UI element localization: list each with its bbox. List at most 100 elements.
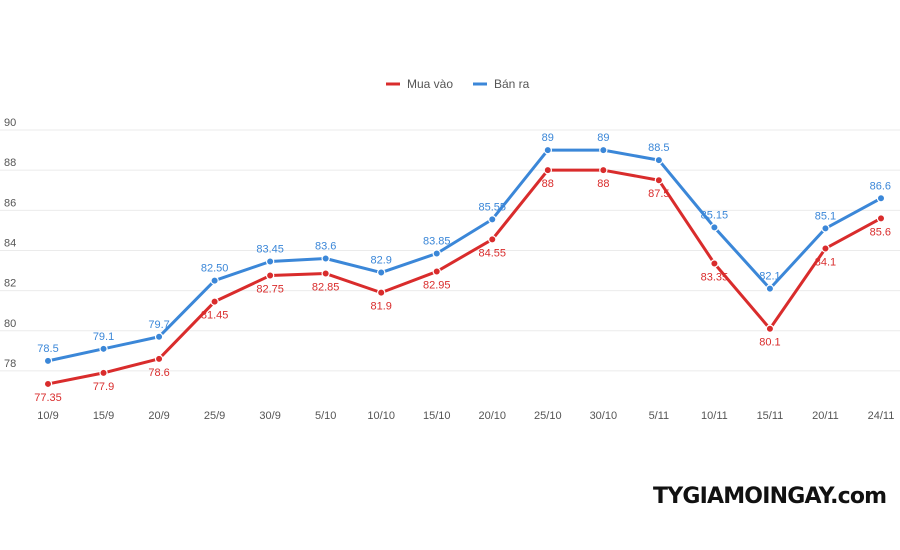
data-label: 86.6 — [870, 180, 891, 192]
data-label: 82.95 — [423, 280, 451, 292]
data-label: 82.50 — [201, 263, 229, 275]
data-label: 85.15 — [701, 209, 729, 221]
y-tick-label: 90 — [4, 117, 16, 129]
data-label: 77.9 — [93, 381, 114, 393]
x-tick-label: 15/11 — [757, 410, 784, 422]
data-point — [210, 276, 219, 285]
data-label: 88 — [597, 178, 609, 190]
data-point — [377, 288, 386, 297]
data-point — [154, 332, 164, 341]
x-tick-label: 30/10 — [590, 410, 618, 422]
data-point — [432, 267, 441, 276]
data-point — [543, 165, 553, 175]
data-label: 84.1 — [815, 256, 836, 268]
x-tick-label: 15/9 — [93, 410, 114, 422]
data-point — [654, 155, 664, 165]
data-label: 83.85 — [423, 235, 451, 247]
series-mua-vao: 77.35 77.9 78.6 81.45 82.75 82.85 81.9 82.95 84.… — [34, 165, 891, 404]
data-label: 79.1 — [93, 331, 114, 343]
data-label: 85.55 — [479, 201, 507, 213]
x-tick-label: 5/10 — [315, 410, 336, 422]
x-tick-label: 30/9 — [259, 410, 280, 422]
data-label: 82.75 — [256, 284, 284, 296]
data-point — [876, 214, 886, 223]
data-label: 85.1 — [815, 210, 836, 222]
series-line — [46, 148, 883, 363]
data-label: 83.6 — [315, 240, 336, 252]
x-tick-label: 10/11 — [701, 410, 728, 422]
data-point — [821, 224, 830, 233]
data-label: 88 — [542, 178, 554, 190]
x-tick-label: 20/11 — [812, 410, 839, 422]
data-point — [265, 257, 275, 266]
x-tick-label: 15/10 — [423, 410, 451, 422]
data-point — [99, 368, 108, 378]
data-point — [99, 344, 108, 354]
data-point — [599, 145, 608, 155]
y-tick-label: 80 — [4, 318, 16, 330]
data-label: 78.5 — [37, 343, 58, 355]
gridlines — [0, 129, 900, 372]
data-point — [321, 269, 330, 278]
data-label: 79.7 — [148, 319, 169, 331]
x-tick-label: 10/10 — [367, 410, 395, 422]
data-label: 84.55 — [479, 247, 507, 259]
legend-label: Bán ra — [494, 77, 530, 91]
data-label: 81.9 — [370, 301, 391, 313]
y-tick-label: 88 — [4, 157, 16, 169]
legend-label: Mua vào — [407, 77, 453, 91]
x-tick-label: 25/9 — [204, 410, 225, 422]
data-point — [43, 356, 53, 366]
data-label: 83.45 — [256, 244, 284, 256]
data-point — [821, 244, 830, 253]
data-point — [599, 165, 608, 175]
x-axis: 10/9 15/9 20/9 25/9 30/9 5/10 10/10 15/10 20/10 2… — [37, 410, 894, 422]
data-label: 78.6 — [148, 367, 169, 379]
data-point — [765, 284, 775, 293]
x-tick-label: 20/10 — [479, 410, 507, 422]
data-label: 89 — [597, 132, 609, 144]
data-point — [154, 354, 164, 364]
y-tick-label: 82 — [4, 278, 16, 290]
data-label: 85.6 — [870, 226, 891, 238]
data-point — [377, 268, 386, 277]
data-point — [876, 194, 886, 203]
data-label: 87.5 — [648, 188, 669, 200]
x-tick-label: 10/9 — [37, 410, 58, 422]
series-ban-ra: 78.5 79.1 79.7 82.50 83.45 83.6 82.9 83.85 85.55… — [37, 132, 891, 366]
brand-watermark: TYGIAMOINGAY.com — [653, 484, 887, 509]
data-point — [210, 297, 219, 306]
y-tick-label: 78 — [4, 358, 16, 370]
data-point — [321, 254, 330, 263]
legend: Mua vào Bán ra — [386, 77, 530, 91]
data-point — [765, 324, 775, 333]
y-tick-label: 86 — [4, 197, 16, 209]
data-label: 88.5 — [648, 142, 669, 154]
data-label: 77.35 — [34, 392, 62, 404]
series-group: 77.35 77.9 78.6 81.45 82.75 82.85 81.9 82.95 84.… — [34, 132, 891, 404]
data-point — [710, 223, 719, 232]
x-tick-label: 5/11 — [649, 410, 670, 422]
data-point — [710, 259, 719, 268]
data-label: 82.9 — [370, 255, 391, 267]
data-label: 82.1 — [759, 271, 780, 283]
y-tick-label: 84 — [4, 237, 16, 249]
data-label: 89 — [542, 132, 554, 144]
data-label: 82.85 — [312, 282, 340, 294]
x-tick-label: 24/11 — [868, 410, 895, 422]
series-line — [46, 168, 883, 386]
data-label: 83.35 — [701, 272, 729, 284]
data-point — [265, 271, 275, 280]
x-tick-label: 20/9 — [148, 410, 169, 422]
data-point — [488, 235, 497, 244]
data-point — [543, 145, 553, 155]
data-label: 80.1 — [759, 337, 780, 349]
data-point — [43, 379, 53, 389]
data-point — [432, 249, 441, 258]
x-tick-label: 25/10 — [534, 410, 562, 422]
data-point — [488, 215, 497, 224]
data-label: 81.45 — [201, 310, 229, 322]
y-axis: 78 80 82 84 86 88 90 — [4, 117, 16, 370]
data-point — [654, 176, 664, 185]
